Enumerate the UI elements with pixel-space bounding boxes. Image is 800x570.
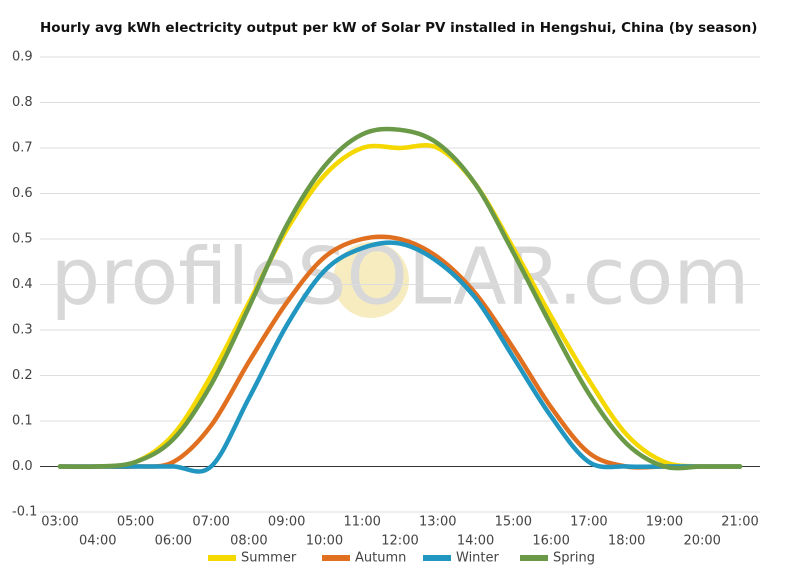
y-tick-label: 0.0 xyxy=(12,459,33,474)
legend-label: Summer xyxy=(241,551,297,566)
legend-label: Autumn xyxy=(355,551,406,566)
x-tick-label: 09:00 xyxy=(268,515,305,530)
watermark-sun xyxy=(333,242,409,318)
legend-swatch xyxy=(208,555,236,561)
x-tick-label: 16:00 xyxy=(532,534,569,549)
x-tick-label: 21:00 xyxy=(721,515,758,530)
legend-swatch xyxy=(520,555,548,561)
watermark: profileSOLAR.com xyxy=(51,232,750,322)
y-tick-label: 0.4 xyxy=(12,277,33,292)
x-tick-label: 08:00 xyxy=(230,534,267,549)
legend-label: Winter xyxy=(456,551,500,566)
legend-swatch xyxy=(423,555,451,561)
x-tick-label: 14:00 xyxy=(457,534,494,549)
y-tick-label: -0.1 xyxy=(12,505,37,520)
y-tick-label: 0.1 xyxy=(12,414,33,429)
x-tick-label: 07:00 xyxy=(192,515,229,530)
x-tick-label: 19:00 xyxy=(646,515,683,530)
x-tick-label: 17:00 xyxy=(570,515,607,530)
legend-swatch xyxy=(322,555,350,561)
series-line xyxy=(57,240,743,474)
y-tick-label: 0.3 xyxy=(12,323,33,338)
x-tick-label: 03:00 xyxy=(41,515,78,530)
y-tick-label: 0.6 xyxy=(12,186,33,201)
x-tick-label: 20:00 xyxy=(683,534,720,549)
x-tick-label: 04:00 xyxy=(79,534,116,549)
x-tick-label: 05:00 xyxy=(117,515,154,530)
y-tick-label: 0.9 xyxy=(12,50,33,65)
legend-label: Spring xyxy=(553,551,595,566)
y-tick-label: 0.5 xyxy=(12,232,33,247)
chart-title: Hourly avg kWh electricity output per kW… xyxy=(40,20,757,36)
x-tick-label: 18:00 xyxy=(608,534,645,549)
x-tick-label: 10:00 xyxy=(306,534,343,549)
x-tick-label: 15:00 xyxy=(495,515,532,530)
x-tick-label: 12:00 xyxy=(381,534,418,549)
series-line xyxy=(57,126,743,471)
y-tick-label: 0.2 xyxy=(12,368,33,383)
x-tick-label: 13:00 xyxy=(419,515,456,530)
y-tick-label: 0.7 xyxy=(12,141,33,156)
series-line xyxy=(57,143,743,470)
x-tick-label: 06:00 xyxy=(155,534,192,549)
x-tick-label: 11:00 xyxy=(343,515,380,530)
y-tick-label: 0.8 xyxy=(12,95,33,110)
